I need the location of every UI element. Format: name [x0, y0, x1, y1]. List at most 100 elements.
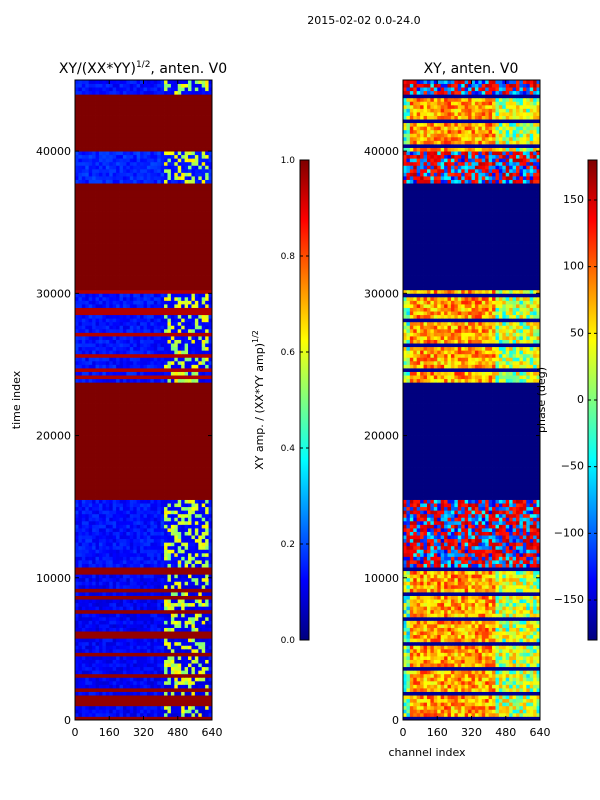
heatmap-cell: [98, 570, 103, 575]
heatmap-cell: [116, 517, 120, 522]
heatmap-cell: [140, 645, 144, 650]
heatmap-cell: [75, 282, 79, 287]
heatmap-cell: [126, 510, 131, 515]
heatmap-cell: [164, 439, 168, 444]
heatmap-cell: [88, 343, 93, 348]
heatmap-cell: [146, 389, 151, 394]
heatmap-cell: [92, 478, 96, 483]
heatmap-cell: [194, 627, 199, 632]
heatmap-cell: [143, 414, 148, 419]
heatmap-cell: [85, 680, 90, 685]
heatmap-cell: [119, 609, 124, 614]
heatmap-cell: [98, 691, 103, 696]
heatmap-cell: [116, 474, 120, 479]
heatmap-cell: [102, 549, 107, 554]
heatmap-cell: [136, 453, 141, 458]
heatmap-cell: [92, 709, 96, 714]
heatmap-cell: [157, 389, 162, 394]
heatmap-cell: [181, 471, 185, 476]
heatmap-cell: [164, 602, 168, 607]
heatmap-cell: [109, 488, 114, 493]
heatmap-cell: [102, 663, 107, 668]
heatmap-cell: [88, 396, 93, 401]
heatmap-cell: [191, 641, 196, 646]
heatmap-cell: [129, 403, 134, 408]
heatmap-cell: [92, 485, 96, 490]
heatmap-cell: [194, 698, 199, 703]
heatmap-cell: [122, 471, 127, 476]
heatmap-cell: [181, 293, 185, 298]
heatmap-cell: [85, 677, 90, 682]
heatmap-cell: [136, 620, 141, 625]
heatmap-cell: [208, 531, 213, 536]
heatmap-cell: [157, 385, 162, 390]
heatmap-cell: [98, 400, 103, 404]
heatmap-cell: [205, 424, 209, 429]
heatmap-cell: [201, 549, 206, 554]
heatmap-cell: [78, 506, 83, 511]
heatmap-cell: [109, 673, 114, 678]
heatmap-cell: [126, 517, 131, 522]
heatmap-cell: [119, 435, 124, 440]
heatmap-cell: [143, 574, 148, 579]
heatmap-cell: [122, 414, 127, 419]
heatmap-cell: [122, 360, 127, 365]
heatmap-cell: [164, 528, 168, 532]
heatmap-cell: [205, 695, 209, 700]
heatmap-cell: [164, 449, 168, 454]
heatmap-cell: [188, 581, 192, 586]
heatmap-cell: [146, 275, 151, 280]
heatmap-cell: [95, 709, 100, 714]
heatmap-cell: [160, 417, 165, 422]
heatmap-cell: [105, 414, 110, 419]
heatmap-cell: [198, 577, 203, 582]
heatmap-cell: [105, 456, 110, 461]
heatmap-cell: [95, 574, 100, 579]
heatmap-cell: [194, 688, 199, 692]
heatmap-cell: [205, 584, 209, 589]
heatmap-cell: [133, 592, 138, 596]
heatmap-cell: [105, 631, 110, 636]
heatmap-cell: [122, 531, 127, 536]
heatmap-cell: [157, 595, 162, 600]
heatmap-cell: [102, 581, 107, 586]
heatmap-cell: [112, 432, 117, 436]
heatmap-cell: [143, 460, 148, 465]
heatmap-cell: [146, 691, 151, 696]
heatmap-cell: [201, 403, 206, 408]
heatmap-cell: [184, 673, 189, 678]
heatmap-cell: [105, 545, 110, 550]
heatmap-cell: [184, 517, 189, 522]
heatmap-cell: [160, 680, 165, 685]
heatmap-cell: [116, 492, 120, 497]
heatmap-cell: [157, 446, 162, 451]
heatmap-cell: [174, 634, 179, 639]
heatmap-cell: [133, 343, 138, 348]
heatmap-cell: [98, 705, 103, 710]
heatmap-cell: [146, 595, 151, 600]
heatmap-cell: [170, 560, 175, 564]
heatmap-cell: [119, 631, 124, 636]
heatmap-cell: [181, 304, 185, 308]
heatmap-cell: [109, 304, 114, 308]
heatmap-cell: [112, 325, 117, 330]
heatmap-cell: [133, 375, 138, 380]
heatmap-cell: [146, 535, 151, 540]
heatmap-cell: [146, 328, 151, 333]
heatmap-cell: [177, 382, 182, 387]
heatmap-cell: [85, 709, 90, 714]
heatmap-cell: [78, 435, 83, 440]
heatmap-cell: [102, 680, 107, 685]
heatmap-cell: [170, 652, 175, 657]
heatmap-cell: [160, 677, 165, 682]
heatmap-cell: [133, 328, 138, 333]
heatmap-cell: [184, 613, 189, 618]
heatmap-cell: [85, 542, 90, 547]
heatmap-cell: [143, 481, 148, 486]
heatmap-cell: [170, 513, 175, 518]
heatmap-cell: [81, 343, 86, 348]
heatmap-cell: [201, 670, 206, 675]
heatmap-cell: [150, 538, 155, 543]
heatmap-cell: [167, 542, 172, 547]
heatmap-cell: [177, 275, 182, 280]
